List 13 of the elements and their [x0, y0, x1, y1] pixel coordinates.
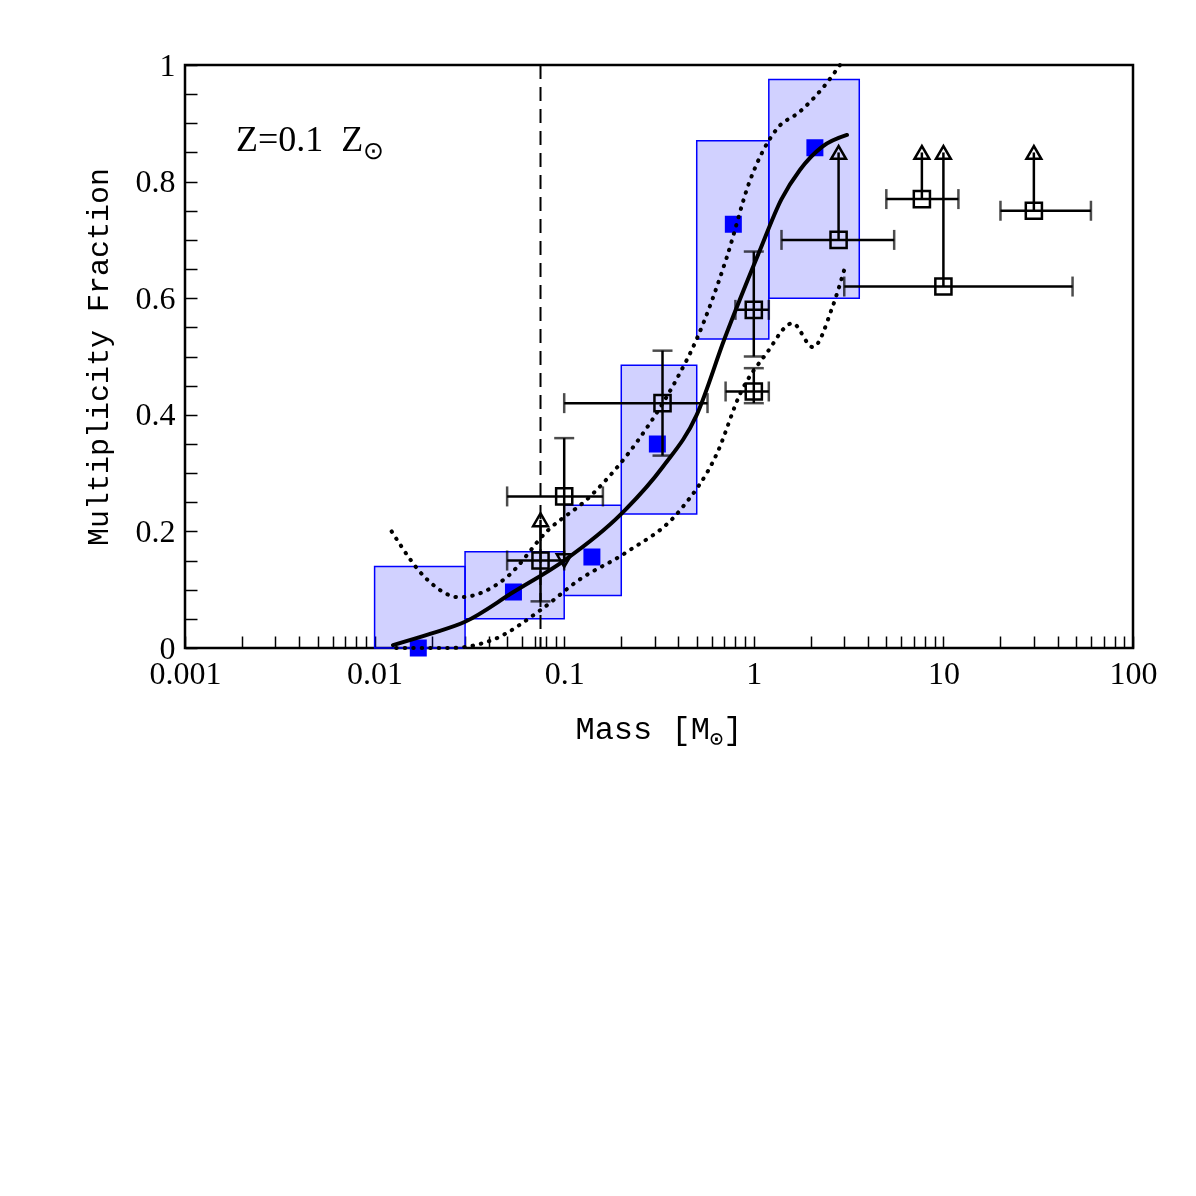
x-tick-label: 10 [927, 654, 960, 691]
x-tick-label: 1 [746, 654, 763, 691]
annotation: Z=0.1 Z$_{⊙}$ [236, 118, 385, 166]
x-tick-label: 0.1 [544, 654, 585, 691]
x-axis-title: Mass [M$_{⊙}$] [574, 712, 744, 754]
y-tick-label: 0.6 [135, 279, 176, 316]
y-tick-label: 0.2 [135, 512, 176, 549]
y-tick-label: 0.4 [135, 396, 176, 433]
y-tick-label: 0.8 [135, 163, 176, 200]
y-axis-title: Multiplicity Fraction [82, 167, 117, 547]
x-tick-label: 0.01 [347, 654, 404, 691]
y-tick-label: 1 [159, 46, 176, 83]
x-tick-label: 100 [1109, 654, 1158, 691]
